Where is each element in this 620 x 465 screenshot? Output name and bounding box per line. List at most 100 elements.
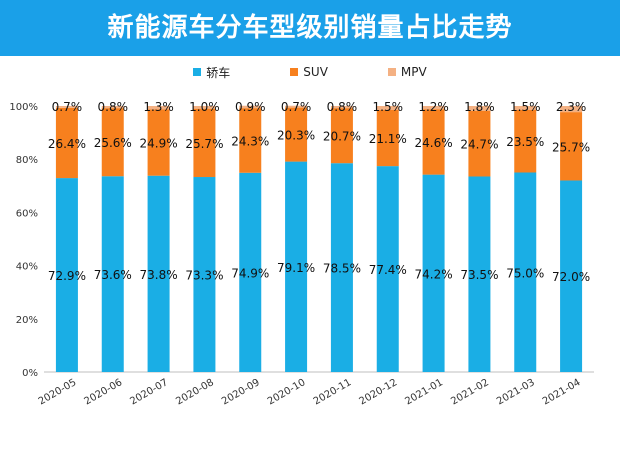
data-label-mpv: 1.8% xyxy=(464,100,495,114)
data-label-mpv: 0.7% xyxy=(281,100,312,114)
legend-swatch-mpv xyxy=(387,68,396,76)
data-label-mpv: 2.3% xyxy=(556,100,587,114)
data-label-sedan: 78.5% xyxy=(323,262,361,276)
data-label-suv: 24.7% xyxy=(460,138,498,152)
x-tick-label: 2020-11 xyxy=(312,377,354,407)
data-label-mpv: 0.8% xyxy=(327,100,358,114)
y-tick-label: 40% xyxy=(16,262,38,273)
legend-item-suv: SUV xyxy=(290,64,328,80)
bar-segment-sedan xyxy=(560,180,583,372)
x-tick-label: 2020-09 xyxy=(220,377,262,407)
data-label-sedan: 72.0% xyxy=(552,270,590,284)
data-label-sedan: 74.2% xyxy=(415,267,453,281)
legend-item-mpv: MPV xyxy=(387,64,427,80)
x-tick-label: 2021-04 xyxy=(541,377,583,407)
bar-segment-mpv xyxy=(422,106,445,110)
bar-segment-mpv xyxy=(330,106,353,109)
data-label-suv: 23.5% xyxy=(506,135,544,149)
bar-segment-mpv xyxy=(101,106,124,109)
x-tick-label: 2020-08 xyxy=(174,377,216,407)
y-tick-label: 100% xyxy=(9,102,38,113)
data-label-sedan: 72.9% xyxy=(48,269,86,283)
data-label-sedan: 73.8% xyxy=(140,268,178,282)
bar-segment-mpv xyxy=(55,106,78,108)
bar-segment-sedan xyxy=(239,172,262,372)
data-label-mpv: 1.5% xyxy=(510,100,541,114)
data-label-suv: 25.7% xyxy=(552,140,590,154)
x-tick-label: 2021-02 xyxy=(449,377,491,407)
data-label-mpv: 0.8% xyxy=(98,100,129,114)
data-label-suv: 26.4% xyxy=(48,137,86,151)
bar-segment-suv xyxy=(422,109,445,175)
bar-segment-suv xyxy=(514,109,537,173)
legend-swatch-sedan xyxy=(193,68,202,76)
x-tick-label: 2021-03 xyxy=(495,377,537,407)
data-label-sedan: 79.1% xyxy=(277,261,315,275)
legend-label-sedan: 轿车 xyxy=(206,65,231,80)
data-label-mpv: 1.0% xyxy=(189,100,220,114)
bar-segment-sedan xyxy=(514,172,537,372)
y-tick-label: 80% xyxy=(16,155,38,166)
legend-label-mpv: MPV xyxy=(400,65,427,79)
data-label-suv: 24.9% xyxy=(140,137,178,151)
bar-segment-suv xyxy=(239,108,262,173)
data-label-sedan: 75.0% xyxy=(506,266,544,280)
x-tick-label: 2020-06 xyxy=(83,377,125,407)
x-tick-label: 2020-12 xyxy=(358,377,400,407)
bar-segment-mpv xyxy=(468,106,491,111)
bar-segment-mpv xyxy=(193,106,216,109)
x-tick-label: 2020-07 xyxy=(128,377,170,407)
data-label-suv: 24.3% xyxy=(231,134,269,148)
data-label-suv: 25.7% xyxy=(185,137,223,151)
bar-segment-suv xyxy=(101,108,124,177)
legend-label-suv: SUV xyxy=(303,65,328,79)
data-label-mpv: 1.3% xyxy=(143,100,174,114)
data-label-sedan: 77.4% xyxy=(369,263,407,277)
title-bar xyxy=(0,0,620,56)
data-label-sedan: 73.6% xyxy=(94,268,132,282)
data-label-suv: 20.3% xyxy=(277,129,315,143)
bar-segment-mpv xyxy=(514,106,537,110)
bar-segment-suv xyxy=(468,110,491,177)
bar-segment-sedan xyxy=(55,178,78,372)
data-label-suv: 20.7% xyxy=(323,130,361,144)
bar-segment-mpv xyxy=(285,105,308,108)
data-label-mpv: 1.5% xyxy=(373,100,404,114)
bar-segment-suv xyxy=(55,107,78,179)
bar-segment-mpv xyxy=(376,106,399,110)
bar-segment-suv xyxy=(193,108,216,178)
x-tick-label: 2020-05 xyxy=(37,377,79,407)
bar-segment-sedan xyxy=(193,177,216,372)
bar-segment-sedan xyxy=(330,163,353,372)
bar-segment-mpv xyxy=(560,106,583,113)
bar-segment-sedan xyxy=(468,176,491,372)
bar-segment-sedan xyxy=(101,176,124,372)
data-label-mpv: 0.9% xyxy=(235,100,266,114)
data-label-sedan: 74.9% xyxy=(231,266,269,280)
bar-segment-suv xyxy=(376,109,399,167)
bar-segment-suv xyxy=(560,112,583,181)
data-label-suv: 21.1% xyxy=(369,132,407,146)
bar-segment-mpv xyxy=(239,105,262,109)
bar-segment-sedan xyxy=(285,161,308,372)
chart-title: 新能源车分车型级别销量占比走势 xyxy=(107,13,513,43)
data-label-mpv: 0.7% xyxy=(52,100,83,114)
legend: 轿车 SUV MPV xyxy=(0,64,620,80)
bar-segment-sedan xyxy=(147,175,170,372)
data-label-mpv: 1.2% xyxy=(418,100,449,114)
bar-segment-mpv xyxy=(147,106,170,110)
x-tick-label: 2021-01 xyxy=(403,377,445,407)
y-tick-label: 60% xyxy=(16,208,38,219)
bar-segment-sedan xyxy=(376,166,399,372)
bar-segment-sedan xyxy=(422,174,445,372)
legend-item-sedan: 轿车 xyxy=(193,64,230,80)
bar-segment-suv xyxy=(285,107,308,162)
y-tick-label: 0% xyxy=(22,368,38,379)
data-label-sedan: 73.5% xyxy=(460,268,498,282)
bar-segment-suv xyxy=(147,109,170,176)
bar-segment-suv xyxy=(330,108,353,164)
legend-swatch-suv xyxy=(290,68,299,76)
data-label-suv: 24.6% xyxy=(415,136,453,150)
x-tick-label: 2020-10 xyxy=(266,377,308,407)
